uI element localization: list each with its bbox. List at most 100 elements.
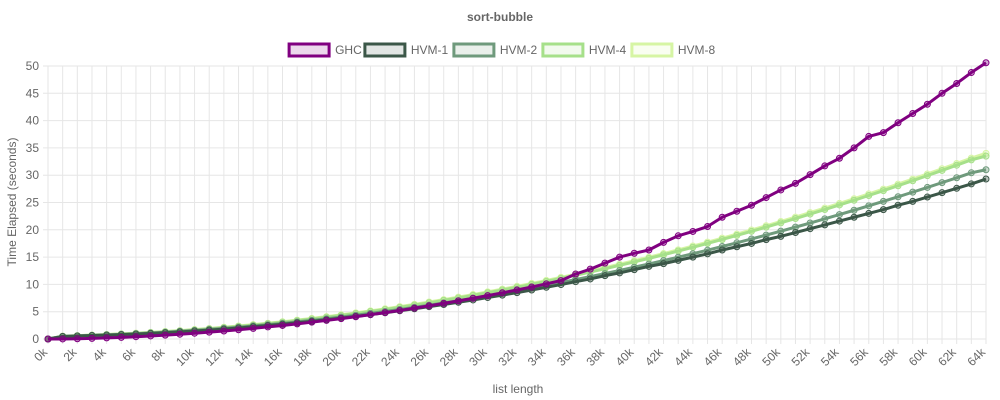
y-axis-ticks: 0 5 10 15 20 25 30 35 40 45 50 bbox=[26, 59, 40, 346]
x-tick-label: 12k bbox=[202, 345, 226, 369]
x-tick-label: 20k bbox=[320, 345, 344, 369]
x-tick-label: 54k bbox=[818, 345, 842, 369]
data-point bbox=[440, 299, 448, 307]
data-point bbox=[879, 129, 887, 137]
data-point bbox=[44, 335, 52, 343]
y-tick-label: 40 bbox=[26, 114, 40, 128]
data-point bbox=[762, 236, 770, 244]
data-point bbox=[835, 217, 843, 225]
x-tick-label: 52k bbox=[789, 345, 813, 369]
data-point bbox=[396, 306, 404, 314]
data-point bbox=[645, 262, 653, 270]
data-point bbox=[967, 180, 975, 188]
y-tick-label: 15 bbox=[26, 250, 40, 264]
legend-item-hvm-2[interactable]: HVM-2 bbox=[452, 42, 538, 58]
data-point bbox=[806, 225, 814, 233]
x-tick-label: 4k bbox=[90, 345, 110, 365]
data-point bbox=[454, 297, 462, 305]
legend-label: HVM-4 bbox=[589, 43, 627, 57]
data-point bbox=[967, 169, 975, 177]
data-point bbox=[689, 227, 697, 235]
y-tick-label: 10 bbox=[26, 277, 40, 291]
data-point bbox=[938, 89, 946, 97]
data-point bbox=[147, 332, 155, 340]
data-point bbox=[835, 154, 843, 162]
data-point bbox=[557, 277, 565, 285]
data-point bbox=[484, 292, 492, 300]
data-point bbox=[894, 201, 902, 209]
data-point bbox=[909, 110, 917, 118]
data-point bbox=[733, 231, 741, 239]
data-point bbox=[704, 250, 712, 258]
x-axis-ticks: 0k 2k 4k 6k 8k 10k 12k 14k 16k 18k 20k 22k 24k 26k 28k… bbox=[31, 345, 989, 369]
data-point bbox=[791, 223, 799, 231]
data-point bbox=[616, 269, 624, 277]
data-point bbox=[777, 227, 785, 235]
x-tick-label: 18k bbox=[290, 345, 314, 369]
data-point bbox=[674, 247, 682, 255]
data-point bbox=[777, 186, 785, 194]
legend-swatch bbox=[363, 42, 407, 58]
data-point bbox=[103, 334, 111, 342]
x-tick-label: 8k bbox=[149, 345, 169, 365]
x-tick-label: 14k bbox=[232, 345, 256, 369]
y-tick-label: 50 bbox=[26, 59, 40, 73]
data-point bbox=[469, 294, 477, 302]
data-point bbox=[909, 188, 917, 196]
legend-label: HVM-1 bbox=[411, 43, 449, 57]
data-point bbox=[352, 313, 360, 321]
data-point bbox=[645, 254, 653, 262]
data-point bbox=[205, 328, 213, 336]
data-point bbox=[264, 323, 272, 331]
data-point bbox=[498, 289, 506, 297]
legend-item-hvm-4[interactable]: HVM-4 bbox=[541, 42, 627, 58]
data-point bbox=[322, 316, 330, 324]
data-point bbox=[879, 197, 887, 205]
data-point bbox=[821, 162, 829, 170]
legend-swatch bbox=[287, 42, 331, 58]
data-point bbox=[806, 219, 814, 227]
data-point bbox=[366, 311, 374, 319]
data-point bbox=[528, 283, 536, 291]
y-tick-label: 25 bbox=[26, 196, 40, 210]
data-point bbox=[821, 221, 829, 229]
data-point bbox=[953, 161, 961, 169]
data-point bbox=[982, 59, 990, 67]
legend: GHC HVM-1 HVM-2 HVM-4 HVM-8 bbox=[287, 42, 716, 58]
data-point bbox=[938, 189, 946, 197]
legend-item-hvm-1[interactable]: HVM-1 bbox=[363, 42, 449, 58]
x-tick-label: 48k bbox=[730, 345, 754, 369]
data-point bbox=[777, 232, 785, 240]
x-tick-label: 6k bbox=[119, 345, 139, 365]
data-point bbox=[850, 144, 858, 152]
x-tick-label: 60k bbox=[906, 345, 930, 369]
data-point bbox=[865, 209, 873, 217]
legend-label: GHC bbox=[335, 43, 362, 57]
data-point bbox=[616, 261, 624, 269]
x-tick-label: 36k bbox=[554, 345, 578, 369]
data-point bbox=[235, 326, 243, 334]
data-point bbox=[513, 286, 521, 294]
data-point bbox=[894, 182, 902, 190]
data-point bbox=[894, 193, 902, 201]
legend-item-ghc[interactable]: GHC bbox=[287, 42, 362, 58]
data-point bbox=[953, 174, 961, 182]
data-point bbox=[806, 210, 814, 218]
data-point bbox=[586, 265, 594, 273]
data-point bbox=[748, 227, 755, 235]
data-point bbox=[821, 206, 829, 214]
legend-item-hvm-8[interactable]: HVM-8 bbox=[630, 42, 716, 58]
data-point bbox=[835, 211, 843, 219]
data-point bbox=[220, 327, 228, 335]
data-point bbox=[279, 321, 286, 329]
x-tick-label: 10k bbox=[173, 345, 197, 369]
x-tick-label: 64k bbox=[965, 345, 989, 369]
y-axis-title: Time Elapsed (seconds) bbox=[5, 138, 19, 267]
data-point bbox=[850, 206, 858, 214]
data-point bbox=[601, 272, 609, 280]
legend-label: HVM-2 bbox=[500, 43, 538, 57]
data-point bbox=[660, 238, 668, 246]
x-tick-label: 40k bbox=[613, 345, 637, 369]
data-point bbox=[865, 132, 873, 140]
data-point bbox=[572, 278, 580, 286]
